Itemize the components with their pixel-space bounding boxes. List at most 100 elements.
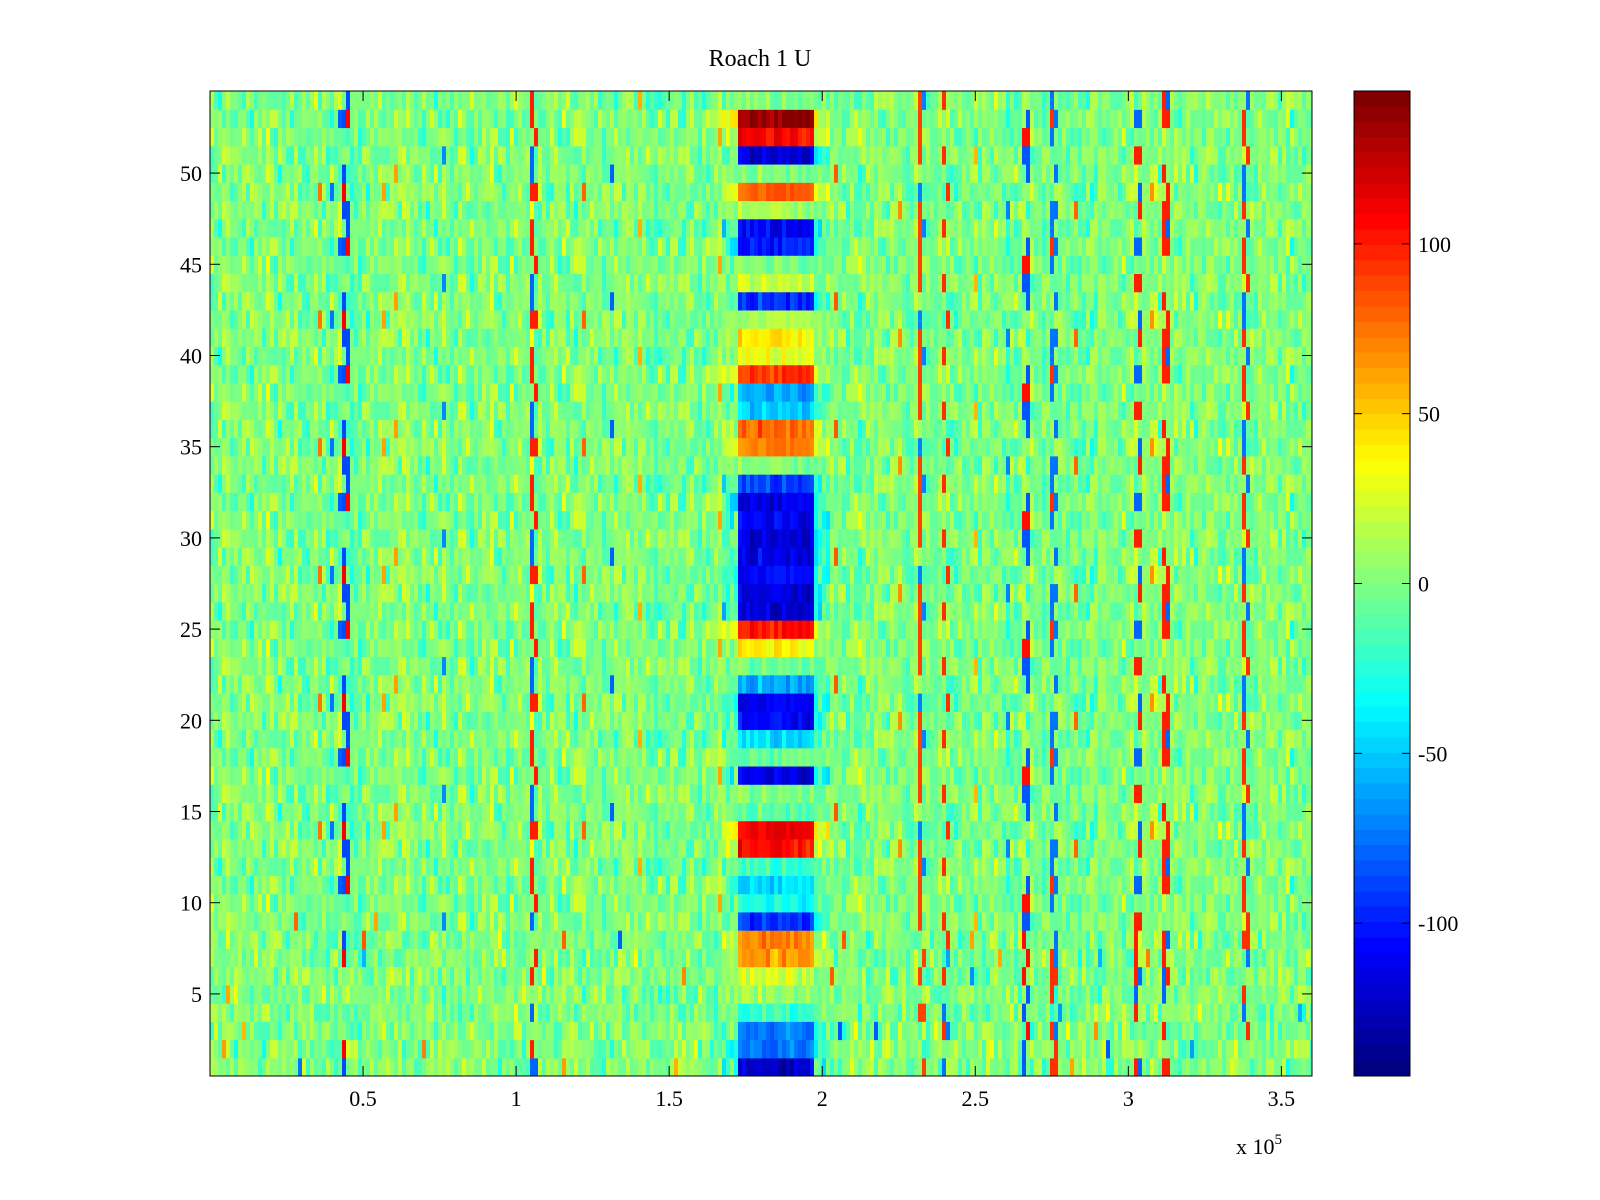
heatmap-cell [1210, 1057, 1215, 1076]
heatmap-cell [310, 802, 315, 822]
heatmap-cell [1042, 1021, 1047, 1041]
heatmap-cell [346, 784, 351, 803]
heatmap-cell [482, 802, 487, 822]
heatmap-cell [1054, 747, 1059, 767]
heatmap-cell [526, 747, 531, 767]
heatmap-cell [1138, 875, 1143, 895]
heatmap-cell [674, 948, 679, 968]
heatmap-cell [422, 893, 427, 913]
heatmap-cell [546, 984, 551, 1004]
heatmap-cell [650, 984, 655, 1004]
heatmap-cell [266, 784, 271, 803]
heatmap-cell [402, 820, 407, 840]
heatmap-cell [254, 875, 259, 895]
heatmap-cell [1254, 820, 1259, 840]
heatmap-cell [338, 966, 343, 986]
heatmap-cell [1010, 966, 1015, 986]
heatmap-cell [786, 984, 791, 1004]
heatmap-cell [846, 984, 851, 1004]
heatmap-cell [562, 911, 567, 931]
heatmap-cell [294, 966, 299, 986]
heatmap-cell [302, 1057, 307, 1076]
heatmap-cell [646, 784, 651, 803]
heatmap-cell [926, 820, 931, 840]
heatmap-cell [1250, 1003, 1255, 1022]
heatmap-cell [990, 1003, 995, 1022]
heatmap-cell [306, 911, 311, 931]
heatmap-cell [470, 1039, 475, 1059]
heatmap-cell [370, 1039, 375, 1059]
heatmap-cell [598, 820, 603, 840]
heatmap-cell [1234, 984, 1239, 1004]
heatmap-cell [378, 911, 383, 931]
heatmap-cell [1134, 838, 1139, 858]
heatmap-cell [862, 838, 867, 858]
heatmap-cell [1126, 984, 1131, 1004]
heatmap-cell [830, 820, 835, 840]
heatmap-cell [478, 784, 483, 803]
heatmap-cell [1122, 930, 1127, 949]
heatmap-cell [862, 820, 867, 840]
heatmap-cell [1206, 857, 1211, 876]
heatmap-cell [1270, 838, 1275, 858]
heatmap-cell [690, 1003, 695, 1022]
heatmap-cell [690, 911, 695, 931]
heatmap-cell [746, 765, 751, 785]
heatmap-cell [386, 1021, 391, 1041]
heatmap-cell [978, 1057, 983, 1076]
heatmap-cell [1118, 857, 1123, 876]
heatmap-cell [1098, 747, 1103, 767]
heatmap-cell [1022, 820, 1027, 840]
heatmap-cell [1230, 930, 1235, 949]
heatmap-cell [1206, 1021, 1211, 1041]
heatmap-cell [1286, 857, 1291, 876]
heatmap-cell [642, 875, 647, 895]
heatmap-cell [490, 820, 495, 840]
heatmap-cell [754, 747, 759, 767]
heatmap-cell [998, 747, 1003, 767]
heatmap-cell [606, 1021, 611, 1041]
heatmap-cell [1066, 911, 1071, 931]
heatmap-cell [850, 802, 855, 822]
heatmap-cell [690, 875, 695, 895]
heatmap-cell [918, 893, 923, 913]
heatmap-cell [374, 1021, 379, 1041]
heatmap-cell [1126, 857, 1131, 876]
heatmap-cell [894, 930, 899, 949]
heatmap-cell [898, 966, 903, 986]
heatmap-cell [386, 784, 391, 803]
heatmap-cell [934, 820, 939, 840]
heatmap-cell [890, 984, 895, 1004]
heatmap-cell [258, 1039, 263, 1059]
heatmap-cell [810, 1039, 815, 1059]
heatmap-cell [1062, 966, 1067, 986]
heatmap-cell [558, 838, 563, 858]
heatmap-cell [630, 911, 635, 931]
heatmap-cell [1282, 1057, 1287, 1076]
heatmap-cell [1082, 820, 1087, 840]
heatmap-cell [1186, 984, 1191, 1004]
heatmap-cell [858, 838, 863, 858]
heatmap-cell [430, 966, 435, 986]
heatmap-cell [1138, 838, 1143, 858]
heatmap-cell [962, 1021, 967, 1041]
heatmap-cell [702, 1039, 707, 1059]
heatmap-cell [750, 857, 755, 876]
heatmap-cell [690, 930, 695, 949]
heatmap-cell [634, 1021, 639, 1041]
heatmap-cell [342, 1003, 347, 1022]
heatmap-cell [1034, 1021, 1039, 1041]
heatmap-cell [518, 838, 523, 858]
heatmap-cell [762, 930, 767, 949]
heatmap-cell [774, 1057, 779, 1076]
heatmap-cell [894, 802, 899, 822]
heatmap-cell [382, 747, 387, 767]
heatmap-cell [754, 893, 759, 913]
heatmap-cell [470, 1003, 475, 1022]
heatmap-cell [1262, 1021, 1267, 1041]
heatmap-cell [618, 1039, 623, 1059]
heatmap-cell [266, 1057, 271, 1076]
heatmap-cell [974, 875, 979, 895]
heatmap-cell [966, 1057, 971, 1076]
heatmap-cell [1054, 984, 1059, 1004]
